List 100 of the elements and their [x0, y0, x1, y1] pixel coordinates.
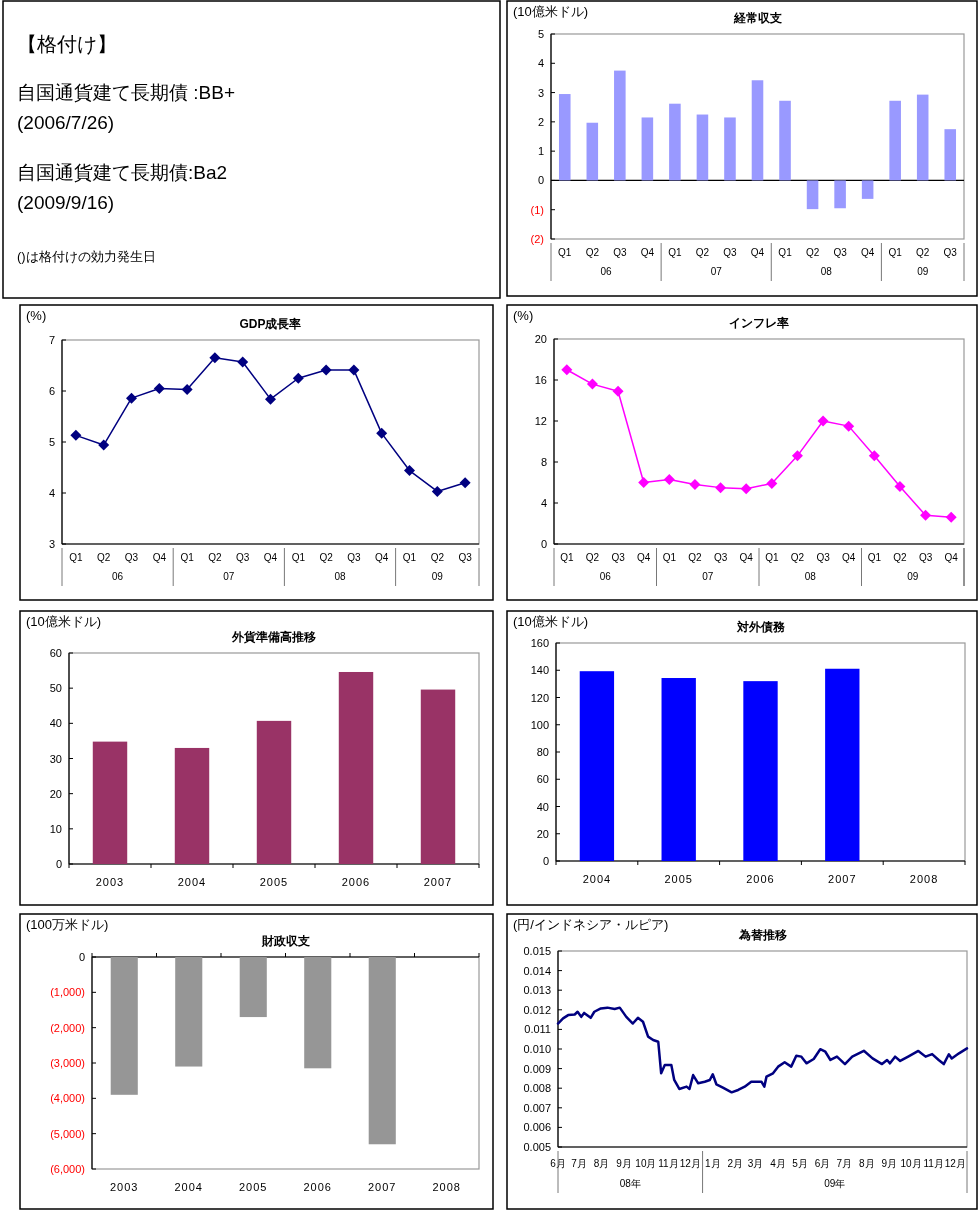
- bar: [558, 94, 571, 181]
- x-tick-label: 12月: [944, 1158, 966, 1169]
- chart-title: 経常収支: [732, 11, 782, 25]
- text: 09: [431, 571, 444, 582]
- y-axis-title: (%): [513, 308, 534, 323]
- x-tick-label: Q1: [560, 552, 574, 563]
- bar: [944, 129, 957, 181]
- x-tick-label: Q3: [236, 552, 250, 563]
- x-tick-label: 2006: [303, 1181, 332, 1193]
- x-tick-label: 2004: [582, 873, 612, 885]
- x-tick-label: Q3: [713, 552, 728, 563]
- text: 08: [820, 266, 833, 277]
- text: 06: [600, 266, 613, 277]
- text: 07: [702, 571, 714, 582]
- x-tick-label: Q4: [739, 552, 754, 563]
- point: [740, 483, 752, 495]
- bar: [751, 80, 764, 181]
- text: 09年: [824, 1178, 846, 1189]
- x-tick-label: Q1: [778, 247, 793, 258]
- point: [689, 479, 701, 491]
- x-tick-label: 2007: [423, 876, 453, 888]
- y-tick-label: 30: [49, 752, 62, 765]
- y-tick-label: 1: [537, 145, 544, 158]
- x-tick-label: Q4: [944, 552, 959, 563]
- x-tick-label: Q2: [585, 247, 600, 258]
- text: ()は格付けの効力発生日: [17, 249, 156, 264]
- text: 07: [710, 266, 723, 277]
- x-tick-label: Q1: [662, 552, 677, 563]
- y-tick-label: 0.011: [524, 1023, 551, 1036]
- x-tick-label: Q4: [842, 552, 856, 563]
- y-axis-title: (%): [26, 308, 47, 323]
- y-tick-label: 12: [534, 415, 547, 427]
- y-tick-label: 60: [536, 773, 549, 786]
- x-tick-label: Q2: [790, 552, 805, 563]
- x-tick-label: 2008: [432, 1181, 461, 1193]
- x-tick-label: Q2: [805, 247, 820, 258]
- x-tick-label: 12月: [679, 1158, 701, 1169]
- x-tick-label: 2007: [368, 1181, 397, 1193]
- x-tick-label: Q2: [916, 247, 930, 258]
- point: [181, 383, 193, 395]
- x-tick-label: 2004: [174, 1181, 203, 1193]
- text: 自国通貨建て長期債:Ba2: [17, 162, 228, 183]
- x-tick-label: Q1: [668, 247, 683, 258]
- y-tick-label: 0.006: [523, 1121, 551, 1134]
- chart-title: インフレ率: [729, 316, 789, 330]
- bar: [92, 741, 128, 864]
- y-tick-label: 100: [530, 718, 549, 731]
- y-tick-label: 120: [530, 691, 549, 704]
- chart-title: 為替推移: [737, 928, 787, 942]
- x-tick-label: 8月: [593, 1158, 610, 1169]
- x-tick-label: Q3: [613, 247, 627, 258]
- text: 【格付け】: [17, 33, 117, 55]
- y-tick-label: 0: [540, 538, 547, 550]
- y-tick-label: 5: [537, 28, 544, 40]
- point: [431, 485, 443, 497]
- text: (2006/7/26): [17, 112, 115, 133]
- x-tick-label: 2003: [110, 1181, 139, 1193]
- point: [868, 450, 880, 462]
- bar: [641, 117, 654, 181]
- y-tick-label: 4: [540, 497, 547, 509]
- y-tick-label: 0: [55, 858, 62, 870]
- x-tick-label: Q3: [918, 552, 933, 563]
- x-tick-label: 8月: [858, 1158, 875, 1169]
- x-tick-label: Q1: [867, 552, 882, 563]
- x-tick-label: 11月: [923, 1158, 944, 1169]
- bar: [614, 70, 626, 181]
- y-tick-label: 16: [534, 374, 547, 386]
- y-tick-label: 160: [530, 637, 549, 649]
- y-tick-label: 60: [49, 647, 62, 659]
- line-series: [556, 1006, 969, 1094]
- x-tick-label: Q3: [347, 552, 362, 563]
- x-tick-label: Q4: [375, 552, 389, 563]
- y-tick-label: (6,000): [50, 1163, 85, 1175]
- text: 06: [599, 571, 612, 582]
- y-tick-label: 0.010: [523, 1043, 551, 1055]
- point: [292, 372, 304, 384]
- x-tick-label: Q1: [180, 552, 195, 563]
- x-tick-label: Q2: [430, 552, 445, 563]
- y-tick-label: 0.005: [523, 1141, 551, 1153]
- y-axis-title: (100万米ドル): [26, 917, 109, 932]
- y-tick-label: 0.014: [523, 964, 551, 977]
- x-tick-label: Q3: [943, 247, 958, 258]
- point: [715, 482, 727, 494]
- x-tick-label: Q2: [319, 552, 334, 563]
- y-axis-title: (10億米ドル): [26, 614, 102, 629]
- y-tick-label: 0.008: [523, 1082, 551, 1095]
- x-tick-label: Q4: [750, 247, 765, 258]
- point: [348, 364, 360, 376]
- chart-title: 外貨準備高推移: [231, 630, 316, 644]
- x-tick-label: 3月: [747, 1158, 764, 1169]
- point: [459, 477, 471, 489]
- y-tick-label: (1): [530, 203, 544, 216]
- x-tick-label: Q3: [458, 552, 473, 563]
- y-tick-label: 8: [540, 456, 547, 468]
- bar: [806, 180, 819, 210]
- y-tick-label: 0: [542, 855, 549, 867]
- point: [320, 364, 332, 376]
- x-tick-label: Q4: [860, 247, 875, 258]
- x-tick-label: Q2: [208, 552, 223, 563]
- point: [791, 450, 803, 462]
